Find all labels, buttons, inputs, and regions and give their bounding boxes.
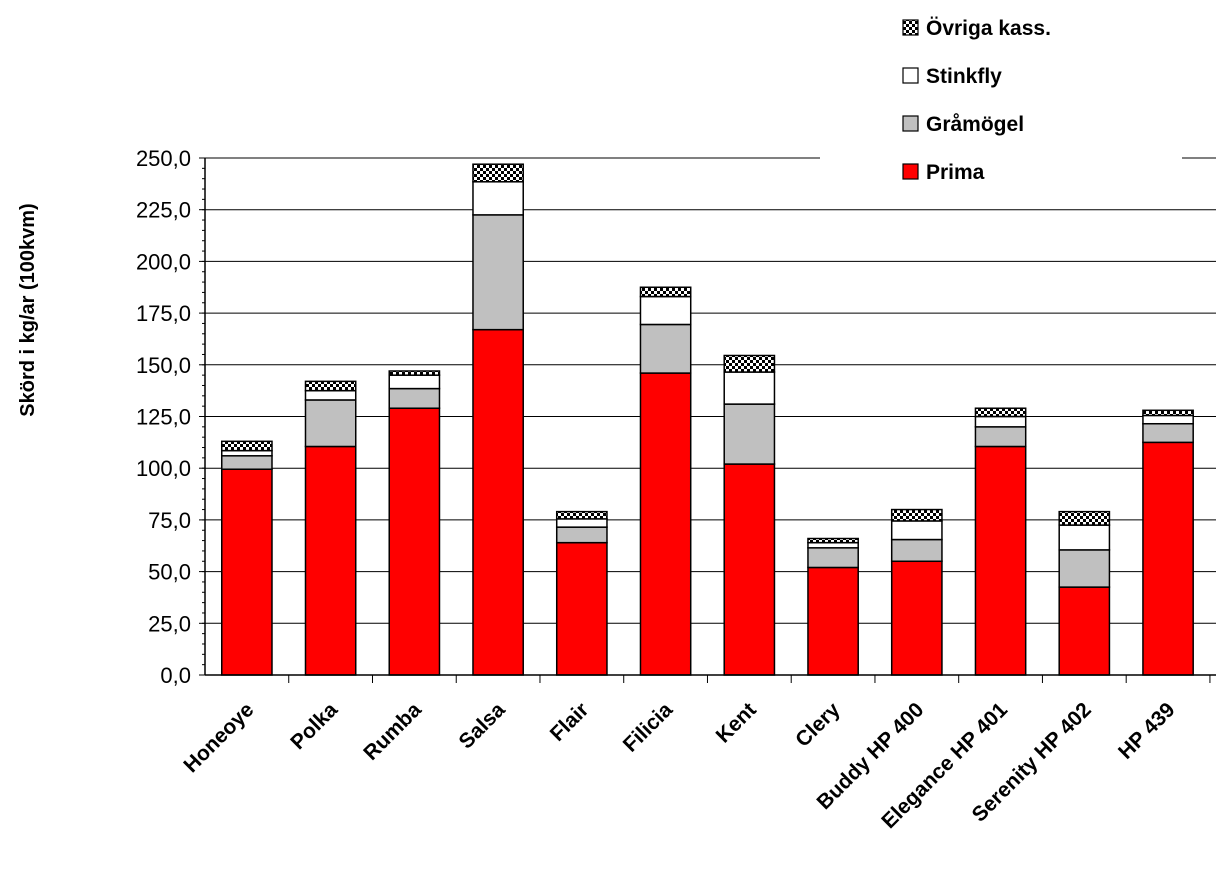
- legend-label: Prima: [926, 161, 985, 184]
- legend: Övriga kass. Stinkfly Gråmögel Prima: [820, 0, 1182, 192]
- bar-segment: [639, 286, 692, 298]
- bar-segment: [974, 407, 1027, 418]
- bar-segment: [807, 541, 859, 549]
- legend-label: Övriga kass.: [926, 17, 1051, 40]
- x-tick-label: Salsa: [455, 698, 510, 753]
- bar-segment: [388, 407, 441, 676]
- y-tick-label: 225,0: [136, 198, 191, 223]
- bar-segment: [220, 440, 273, 452]
- bar-segment: [1142, 422, 1194, 444]
- y-tick-label: 125,0: [136, 405, 191, 430]
- legend-background: [820, 0, 1182, 192]
- bar-segment: [723, 371, 776, 405]
- bar-segment: [723, 403, 776, 465]
- bar-segment: [304, 399, 357, 448]
- legend-swatch: [902, 67, 919, 84]
- y-tick-label: 50,0: [148, 560, 191, 585]
- y-tick-label: 100,0: [136, 456, 191, 481]
- bar-segment: [807, 566, 859, 676]
- bar-segment: [388, 370, 441, 376]
- bar-segment: [807, 537, 859, 544]
- x-tick-label: Honeoye: [179, 698, 258, 777]
- y-tick-label: 25,0: [148, 611, 191, 636]
- bar-segment: [974, 445, 1027, 676]
- bar-segment: [304, 380, 357, 392]
- legend-swatch: [902, 115, 919, 132]
- y-tick-label: 250,0: [136, 146, 191, 171]
- bar-segment: [890, 538, 943, 563]
- bar-segment: [1058, 586, 1111, 676]
- y-tick-label: 150,0: [136, 353, 191, 378]
- bar-segment: [555, 510, 608, 520]
- x-tick-label: Polka: [286, 698, 342, 754]
- bar-segment: [639, 295, 692, 326]
- x-tick-label: Kent: [712, 698, 761, 747]
- bars: [220, 163, 1194, 676]
- bar-segment: [890, 560, 943, 676]
- bar-segment: [974, 426, 1027, 448]
- bar-segment: [388, 387, 441, 409]
- bar-segment: [472, 181, 524, 216]
- legend-label: Stinkfly: [926, 65, 1002, 88]
- x-tick-label: Rumba: [359, 698, 426, 765]
- x-tick-label: Filicia: [619, 698, 678, 757]
- y-tick-label: 200,0: [136, 249, 191, 274]
- bar-segment: [723, 354, 776, 373]
- bar-segment: [220, 455, 273, 470]
- x-tick-label: Flair: [546, 698, 594, 746]
- legend-label: Gråmögel: [926, 113, 1024, 136]
- bar-segment: [807, 547, 859, 569]
- bar-segment: [220, 449, 273, 457]
- legend-swatch: [902, 163, 919, 180]
- bar-segment: [472, 214, 524, 331]
- bar-segment: [639, 323, 692, 374]
- y-tick-label: 0,0: [160, 663, 191, 688]
- bar-segment: [1058, 524, 1111, 551]
- bar-segment: [1058, 549, 1111, 588]
- bar-segment: [890, 508, 943, 522]
- x-tick-label: HP 439: [1114, 698, 1180, 764]
- legend-swatch: [902, 19, 919, 36]
- bar-segment: [220, 468, 273, 676]
- bar-segment: [1058, 510, 1111, 526]
- bar-segment: [1142, 414, 1194, 425]
- bar-segment: [304, 389, 357, 401]
- bar-segment: [639, 372, 692, 676]
- y-tick-label: 75,0: [148, 508, 191, 533]
- bar-segment: [723, 463, 776, 676]
- bar-segment: [890, 520, 943, 541]
- bar-segment: [1142, 441, 1194, 676]
- bar-segment: [472, 163, 524, 183]
- bar-segment: [555, 541, 608, 676]
- bar-segment: [555, 526, 608, 544]
- bar-segment: [388, 374, 441, 390]
- y-axis-title: Skörd i kg/ar (100kvm): [17, 203, 39, 416]
- bar-segment: [304, 445, 357, 676]
- y-tick-label: 175,0: [136, 301, 191, 326]
- bar-segment: [472, 328, 524, 676]
- x-tick-label: Clery: [791, 698, 845, 752]
- bar-segment: [555, 518, 608, 528]
- bar-segment: [974, 415, 1027, 428]
- bar-segment: [1142, 409, 1194, 417]
